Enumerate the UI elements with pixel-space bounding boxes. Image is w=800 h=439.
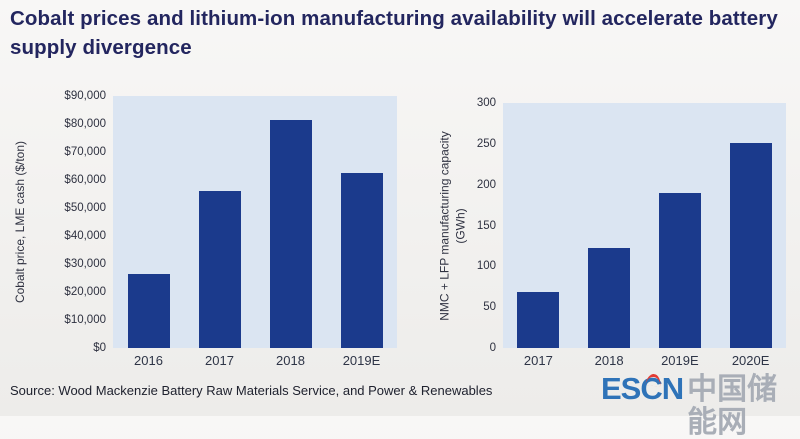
x-tick-label-2017: 2017: [205, 353, 234, 368]
bar-slot: [113, 96, 184, 348]
y-tick-label: $50,000: [64, 202, 106, 214]
x-tick-label-2018: 2018: [594, 353, 624, 368]
y-tick-label: $70,000: [64, 146, 106, 158]
source-note: Source: Wood Mackenzie Battery Raw Mater…: [10, 383, 493, 398]
y-tick-label: 300: [476, 97, 496, 109]
x-tick-label-2017: 2017: [523, 353, 553, 368]
cobalt-chart-y-axis-ticks: $0 $10,000 $20,000 $30,000 $40,000 $50,000 $60…: [29, 90, 113, 354]
y-tick-label: 50: [483, 301, 496, 314]
cobalt-chart-x-axis-labels: 2016 2017 2018 2019E: [113, 348, 397, 368]
capacity-chart-bars: [503, 103, 786, 348]
x-tick-label-2019E: 2019E: [661, 353, 699, 368]
cobalt-chart-y-axis-label: Cobalt price, LME cash ($/ton): [13, 141, 29, 303]
x-tick-label-2018: 2018: [276, 353, 305, 368]
y-tick-label: $10,000: [64, 314, 106, 326]
bar-slot: [645, 103, 716, 348]
bar-slot: [715, 103, 786, 348]
escn-logo-chinese-text: 中国储能网: [687, 373, 778, 439]
bar-2016: [127, 273, 170, 348]
y-tick-label: 0: [489, 342, 496, 354]
bar-slot: [255, 96, 326, 348]
y-axis-label-line: Cobalt price, LME cash ($/ton): [13, 140, 28, 304]
y-tick-label: $0: [93, 342, 106, 354]
bar-slot: [574, 103, 645, 348]
y-tick-label: $60,000: [64, 174, 106, 186]
y-tick-label: 200: [476, 178, 496, 191]
bar-slot: [503, 103, 574, 348]
bar-2019E: [658, 192, 701, 348]
cobalt-price-chart: Cobalt price, LME cash ($/ton) $0 $10,000…: [13, 90, 397, 368]
x-tick-label-2020E: 2020E: [731, 353, 770, 368]
y-tick-label: $80,000: [64, 118, 106, 130]
bar-slot: [184, 96, 255, 348]
y-tick-label: $90,000: [64, 90, 106, 102]
x-tick-label-2019E: 2019E: [342, 353, 381, 368]
bar-slot: [326, 96, 397, 348]
y-tick-label: $30,000: [64, 258, 106, 270]
bar-2019E: [340, 173, 383, 348]
cobalt-chart-bars: [113, 96, 397, 348]
bar-2018: [588, 247, 631, 348]
bar-2020E: [729, 143, 772, 348]
y-tick-label: $40,000: [64, 230, 106, 242]
page-title: Cobalt prices and lithium-ion manufactur…: [10, 7, 778, 60]
y-tick-label: 100: [476, 260, 496, 273]
capacity-chart-x-axis-labels: 2017 2018 2019E 2020E: [503, 348, 786, 368]
bar-2017: [517, 292, 560, 348]
capacity-chart-y-axis-ticks: 0 50 100 150 200 250 300: [419, 97, 503, 354]
bar-2017: [198, 191, 241, 348]
y-tick-label: $20,000: [64, 286, 106, 298]
y-tick-label: 250: [476, 137, 496, 150]
escn-logo-text: ESCN: [601, 371, 684, 406]
escn-logo: ESCN 中国储能网: [601, 371, 800, 439]
x-tick-label-2016: 2016: [134, 353, 163, 368]
y-tick-label: 150: [476, 219, 496, 232]
bar-2018: [269, 119, 312, 348]
